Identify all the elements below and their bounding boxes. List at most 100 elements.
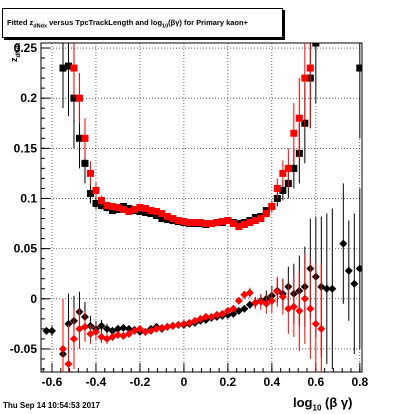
- data-point-diamond: [91, 327, 100, 336]
- data-point-square: [224, 217, 232, 225]
- data-point-diamond: [47, 326, 56, 335]
- data-point-diamond: [135, 324, 144, 333]
- data-point-diamond: [223, 310, 232, 319]
- data-point-diamond: [229, 309, 238, 318]
- data-point-square: [114, 204, 122, 211]
- data-point-square: [141, 209, 149, 217]
- data-series: [42, 43, 362, 372]
- data-point-diamond: [113, 324, 122, 333]
- data-point-square: [246, 219, 254, 227]
- data-point-diamond: [97, 321, 106, 330]
- data-point-diamond: [322, 284, 331, 293]
- data-point-square: [312, 43, 320, 47]
- chart-title: Fitted zdNdx versus TpcTrackLength and l…: [7, 18, 248, 30]
- data-point-square: [92, 186, 100, 194]
- x-tick-label: 0.4: [264, 375, 281, 389]
- data-point-square: [191, 219, 199, 227]
- data-point-square: [196, 219, 204, 227]
- data-point-diamond: [119, 323, 128, 332]
- data-point-diamond: [234, 296, 243, 305]
- y-tick-label: 0.2: [20, 91, 37, 105]
- y-axis-ticks: -0.05 0 0.05 0.1 0.15 0.2 0.25: [10, 41, 50, 370]
- data-point-square: [59, 64, 67, 72]
- data-point-square: [92, 199, 100, 207]
- data-point-diamond: [179, 319, 188, 328]
- data-point-square: [119, 206, 127, 214]
- data-point-square: [240, 221, 248, 229]
- data-point-square: [213, 219, 221, 227]
- x-axis-ticks: -0.6 -0.4 -0.2 0 0.2 0.4 0.6 0.8: [42, 363, 368, 389]
- y-tick-label: 0: [30, 292, 37, 306]
- data-point-square: [262, 210, 270, 218]
- data-point-diamond: [317, 324, 326, 333]
- data-point-diamond: [267, 296, 276, 305]
- data-point-diamond: [240, 304, 249, 313]
- data-point-diamond: [163, 322, 172, 331]
- data-point-diamond: [80, 322, 89, 331]
- data-point-square: [290, 129, 298, 137]
- data-point-diamond: [245, 288, 254, 297]
- data-point-square: [295, 114, 303, 122]
- data-point-diamond: [262, 299, 271, 308]
- data-point-square: [180, 218, 188, 226]
- data-point-diamond: [218, 309, 227, 318]
- data-point-square: [108, 202, 116, 210]
- data-point-square: [136, 208, 144, 216]
- data-point-square: [130, 206, 138, 214]
- data-point-square: [147, 207, 155, 215]
- data-point-square: [103, 201, 111, 209]
- data-point-square: [141, 205, 149, 213]
- data-point-diamond: [350, 279, 359, 288]
- data-point-diamond: [289, 302, 298, 311]
- y-tick-label: 0.15: [14, 141, 38, 155]
- x-axis-label: log10 (β γ): [293, 395, 353, 413]
- data-point-diamond: [273, 287, 282, 296]
- data-point-square: [158, 210, 166, 218]
- data-point-square: [306, 64, 314, 72]
- data-point-square: [279, 186, 287, 194]
- data-point-diamond: [157, 323, 166, 332]
- y-tick-label: 0.05: [14, 242, 38, 256]
- data-point-diamond: [295, 306, 304, 315]
- data-point-diamond: [300, 294, 309, 303]
- y-tick-label: 0.1: [20, 191, 37, 205]
- data-point-diamond: [141, 327, 150, 336]
- x-tick-label: 0.2: [220, 375, 237, 389]
- data-point-square: [64, 62, 72, 70]
- data-point-square: [169, 215, 177, 223]
- data-point-diamond: [229, 304, 238, 313]
- data-point-diamond: [113, 330, 122, 339]
- timestamp-footer: Thu Sep 14 10:54:53 2017: [3, 401, 100, 410]
- data-point-diamond: [212, 310, 221, 319]
- data-point-diamond: [124, 329, 133, 338]
- data-point-square: [251, 217, 259, 225]
- x-tick-label: 0.6: [307, 375, 324, 389]
- data-point-diamond: [278, 292, 287, 301]
- data-point-square: [152, 212, 160, 220]
- data-point-square: [125, 208, 133, 216]
- data-point-diamond: [174, 320, 183, 329]
- data-point-diamond: [311, 319, 320, 328]
- data-point-square: [81, 134, 89, 142]
- data-point-square: [152, 208, 160, 216]
- data-point-square: [136, 204, 144, 211]
- data-point-diamond: [339, 239, 348, 248]
- data-point-diamond: [251, 298, 260, 307]
- data-point-square: [356, 64, 362, 72]
- data-point-square: [284, 164, 292, 172]
- x-tick-label: 0.8: [351, 375, 368, 389]
- data-point-square: [86, 189, 94, 197]
- data-point-square: [75, 134, 83, 142]
- data-point-square: [86, 169, 94, 177]
- series-red-square: [70, 43, 314, 231]
- data-point-square: [273, 184, 281, 192]
- data-point-diamond: [64, 359, 73, 368]
- data-point-square: [158, 215, 166, 223]
- data-point-square: [174, 217, 182, 225]
- data-point-diamond: [328, 284, 337, 293]
- data-point-square: [70, 64, 78, 72]
- chart-title-box: Fitted zdNdx versus TpcTrackLength and l…: [2, 8, 283, 38]
- data-point-square: [97, 196, 105, 204]
- data-point-square: [163, 213, 171, 221]
